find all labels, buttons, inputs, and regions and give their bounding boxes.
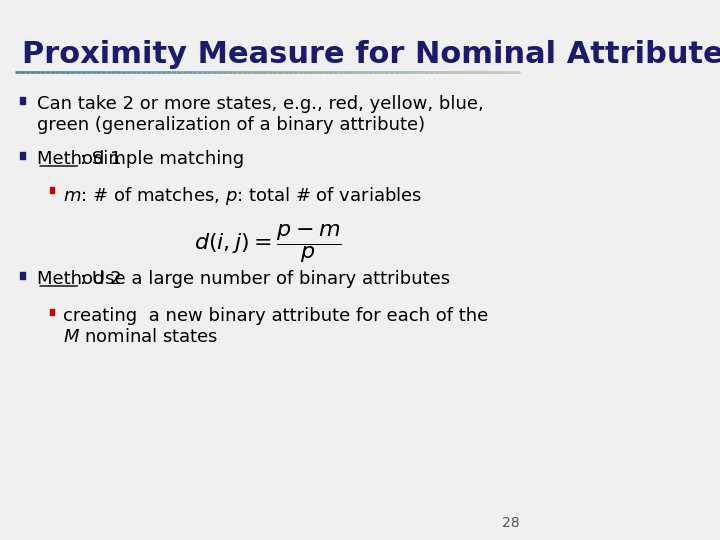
Text: : Use a large number of binary attributes: : Use a large number of binary attribute… [80, 270, 450, 288]
Text: creating  a new binary attribute for each of the: creating a new binary attribute for each… [63, 307, 488, 325]
Text: Method 1: Method 1 [37, 150, 122, 168]
Text: : Simple matching: : Simple matching [80, 150, 244, 168]
Text: Proximity Measure for Nominal Attributes: Proximity Measure for Nominal Attributes [22, 40, 720, 69]
FancyBboxPatch shape [50, 187, 54, 193]
Text: green (generalization of a binary attribute): green (generalization of a binary attrib… [37, 116, 426, 134]
Text: Can take 2 or more states, e.g., red, yellow, blue,: Can take 2 or more states, e.g., red, ye… [37, 95, 484, 113]
Text: Method 2: Method 2 [37, 270, 122, 288]
Text: 28: 28 [503, 516, 520, 530]
FancyBboxPatch shape [19, 97, 25, 104]
Text: $M$ nominal states: $M$ nominal states [63, 328, 219, 346]
Text: $d(i,j)=\dfrac{p-m}{p}$: $d(i,j)=\dfrac{p-m}{p}$ [194, 222, 341, 265]
FancyBboxPatch shape [50, 309, 54, 315]
Text: $m$: # of matches, $p$: total # of variables: $m$: # of matches, $p$: total # of varia… [63, 185, 422, 207]
FancyBboxPatch shape [19, 152, 25, 159]
FancyBboxPatch shape [19, 272, 25, 279]
